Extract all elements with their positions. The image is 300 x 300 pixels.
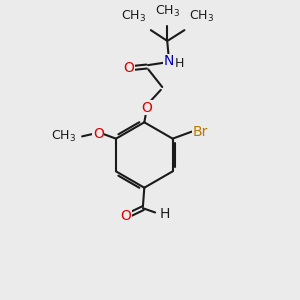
Text: H: H: [175, 57, 184, 70]
Text: CH$_3$: CH$_3$: [155, 4, 180, 19]
Text: O: O: [120, 209, 131, 223]
Text: CH$_3$: CH$_3$: [51, 129, 76, 144]
Text: O: O: [124, 61, 134, 75]
Text: CH$_3$: CH$_3$: [189, 9, 214, 25]
Text: H: H: [160, 207, 170, 221]
Text: N: N: [164, 54, 174, 68]
Text: O: O: [141, 100, 152, 115]
Text: Br: Br: [193, 124, 208, 139]
Text: CH$_3$: CH$_3$: [121, 9, 146, 25]
Text: O: O: [93, 127, 104, 140]
